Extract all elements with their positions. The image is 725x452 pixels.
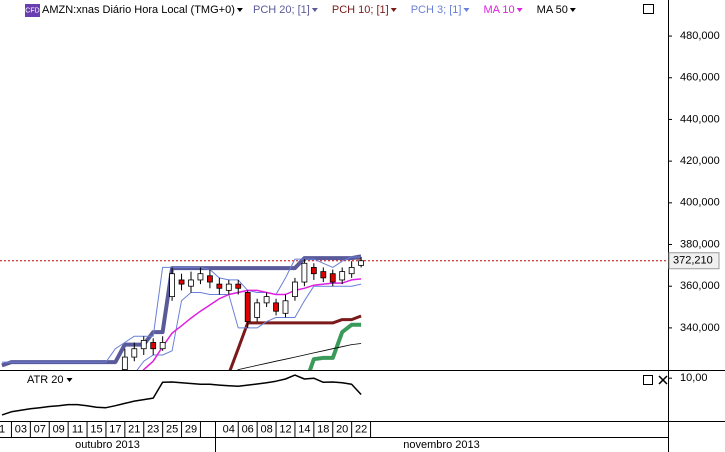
candle-body (235, 283, 242, 289)
indicator-line (2, 256, 362, 363)
legend-item[interactable]: MA 10 (483, 4, 514, 16)
candle-body (263, 296, 270, 304)
main-pane (0, 254, 668, 370)
candle-body (339, 271, 346, 281)
dropdown-arrow[interactable] (390, 8, 397, 12)
maximize-button[interactable] (643, 4, 654, 14)
x-tick-label: 20 (336, 423, 348, 435)
x-tick-label: 11 (72, 423, 83, 435)
month-label: novembro 2013 (403, 439, 479, 451)
y-tick-label: 380,000 (680, 238, 720, 250)
y-tick-label: 460,000 (680, 72, 720, 84)
candle-body (169, 273, 176, 298)
legend-item[interactable]: MA 50 (537, 4, 568, 16)
y-tick-label: 480,000 (680, 30, 720, 42)
candle-body (301, 262, 308, 283)
candle-body (358, 260, 365, 266)
x-tick-label: 22 (355, 423, 367, 435)
candle-body (282, 300, 289, 314)
chart-title[interactable]: AMZN:xnas Diário Hora Local (TMG+0) (42, 4, 235, 16)
x-tick-label: 1 (0, 423, 5, 435)
x-tick-label: 18 (317, 423, 329, 435)
candle-body (273, 302, 279, 312)
maximize-button[interactable] (643, 375, 653, 385)
symbol-badge[interactable] (25, 4, 40, 17)
candle-body (140, 339, 147, 350)
x-tick-label: 07 (34, 423, 46, 435)
dropdown-arrow[interactable] (66, 378, 73, 382)
x-tick-label: 15 (90, 423, 102, 435)
x-tick-label: 06 (242, 423, 254, 435)
y-tick-label: 340,000 (680, 322, 720, 334)
x-tick-label: 17 (109, 423, 121, 435)
candle-body (292, 281, 298, 298)
candle-body (178, 279, 185, 285)
candle-body (150, 342, 157, 350)
indicator-line (1, 374, 362, 416)
x-tick-label: 25 (166, 423, 178, 435)
legend-item[interactable]: ATR 20 (27, 374, 63, 386)
candle-body (216, 283, 223, 289)
dropdown-arrow[interactable] (463, 8, 470, 12)
candle-body (206, 275, 213, 283)
indicator-line (237, 343, 362, 370)
overlay: 340,000 360,000 380,000 400,000 420,000 440,0… (0, 4, 720, 451)
last-price-box (668, 252, 720, 270)
x-tick-label: 08 (260, 423, 272, 435)
candle-body (121, 356, 128, 370)
badge-text: CFD (25, 7, 39, 14)
candle-body (348, 267, 355, 275)
close-button[interactable] (658, 375, 668, 385)
x-tick-label: 14 (298, 423, 310, 435)
candle-body (254, 302, 261, 318)
candle-body (310, 267, 317, 275)
y-tick-label: 420,000 (680, 155, 720, 167)
dropdown-arrow[interactable] (516, 8, 523, 12)
y-tick-label: 400,000 (680, 197, 720, 209)
x-tick-label: 23 (147, 423, 159, 435)
x-tick-label: 04 (223, 423, 235, 435)
dropdown-arrow[interactable] (311, 8, 318, 12)
dropdown-arrow[interactable] (569, 8, 576, 12)
month-label: outubro 2013 (75, 439, 140, 451)
x-tick-label: 12 (279, 423, 291, 435)
x-tick-label: 03 (15, 423, 27, 435)
indicator-line (228, 314, 362, 370)
candle-body (159, 342, 166, 350)
y-tick-label: 10,00 (680, 372, 708, 384)
candle-body (320, 271, 327, 279)
candle-body (329, 273, 336, 283)
y-tick-label: 440,000 (680, 113, 720, 125)
last-price-label: 372,210 (673, 255, 713, 267)
indicator-line (136, 283, 362, 370)
candle-body (225, 283, 232, 291)
x-tick-label: 09 (53, 423, 65, 435)
legend-item[interactable]: PCH 3; [1] (411, 4, 462, 16)
candle-body (244, 292, 251, 323)
legend-item[interactable]: PCH 20; [1] (253, 4, 310, 16)
candle-body (131, 348, 138, 358)
dropdown-arrow[interactable] (236, 8, 243, 12)
legend-item[interactable]: PCH 10; [1] (332, 4, 389, 16)
candle-body (188, 279, 194, 287)
x-tick-label: 29 (185, 423, 197, 435)
y-tick-label: 360,000 (680, 280, 720, 292)
indicator-line (142, 278, 362, 370)
candle-body (197, 273, 204, 281)
atr-pane (1, 374, 362, 416)
x-tick-label: 21 (128, 423, 140, 435)
